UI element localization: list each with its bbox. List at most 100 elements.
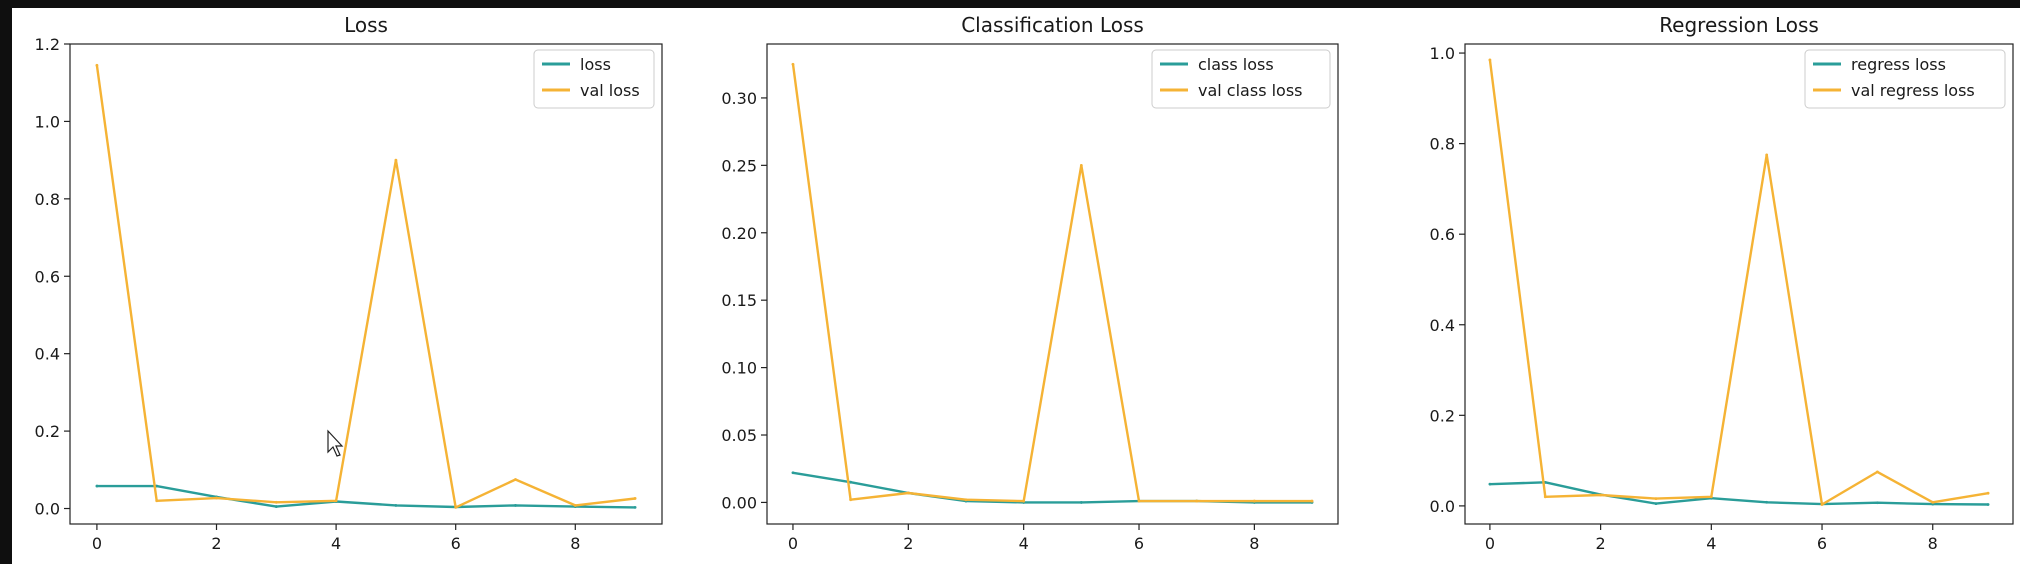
data-point: [95, 63, 99, 67]
data-point: [1765, 500, 1769, 504]
legend: regress loss val regress loss: [1804, 49, 2006, 109]
legend-label: val loss: [580, 81, 640, 100]
data-point: [633, 497, 637, 500]
data-point: [394, 504, 398, 507]
y-tick-label: 0.25: [721, 156, 757, 175]
data-point: [454, 505, 458, 509]
series-line-1: [1489, 481, 1989, 506]
legend-label: val class loss: [1198, 81, 1303, 100]
data-point: [1252, 499, 1256, 503]
series-line-2: [1488, 59, 1989, 506]
data-point: [274, 500, 278, 504]
data-point: [1488, 482, 1492, 486]
y-tick-label: 0.20: [721, 224, 757, 243]
legend-label: val regress loss: [1851, 81, 1975, 100]
chart-3: Regression Loss 0.0 0.2 0.4 0.6 0.8 1.0 0 2 4 6 8 re…: [1430, 13, 2014, 553]
legend-label: regress loss: [1851, 55, 1946, 74]
legend: loss val loss: [533, 49, 655, 109]
x-tick-label: 8: [1249, 534, 1259, 553]
x-tick-label: 4: [1706, 534, 1716, 553]
plot-area: [766, 43, 1339, 525]
chart-title: Loss: [344, 13, 388, 37]
series-line-2: [95, 65, 636, 509]
chart-title: Regression Loss: [1659, 13, 1819, 37]
data-point: [1310, 499, 1314, 503]
y-tick-label: 0.2: [1430, 406, 1455, 425]
x-tick-label: 8: [570, 534, 580, 553]
y-tick-label: 1.0: [35, 112, 60, 131]
x-tick-label: 6: [451, 534, 461, 553]
data-point: [1079, 501, 1083, 504]
legend-label: class loss: [1198, 55, 1274, 74]
x-tick-label: 6: [1817, 534, 1827, 553]
y-tick-label: 0.4: [1430, 316, 1455, 335]
x-tick-label: 4: [331, 534, 341, 553]
data-point: [1599, 493, 1603, 497]
x-tick-label: 8: [1928, 534, 1938, 553]
data-point: [1488, 58, 1492, 62]
data-point: [1137, 499, 1141, 503]
x-tick-label: 2: [1596, 534, 1606, 553]
y-tick-label: 0.30: [721, 89, 757, 108]
y-tick-label: 0.05: [721, 426, 757, 445]
data-point: [1022, 499, 1026, 503]
y-tick-label: 0.00: [721, 493, 757, 512]
y-tick-label: 0.6: [35, 267, 60, 286]
data-point: [1875, 501, 1879, 505]
mouse-cursor-icon: [327, 429, 344, 457]
data-point: [633, 505, 637, 509]
data-point: [1875, 470, 1879, 474]
chart-2: Classification Loss 0.00 0.05 0.10 0.15 0.20 0…: [721, 13, 1339, 553]
data-point: [906, 491, 910, 495]
plot-area: [69, 43, 663, 525]
data-point: [849, 498, 853, 502]
data-point: [155, 499, 159, 503]
data-point: [274, 505, 278, 508]
data-point: [215, 496, 218, 500]
data-point: [573, 504, 577, 507]
y-tick-label: 1.0: [1430, 44, 1455, 63]
legend: class loss val class loss: [1151, 49, 1331, 109]
data-point: [1654, 502, 1658, 506]
y-tick-label: 0.10: [721, 359, 757, 378]
data-point: [95, 484, 99, 488]
y-tick-label: 0.2: [35, 422, 60, 441]
y-tick-label: 0.0: [35, 500, 60, 519]
x-tick-label: 0: [788, 534, 798, 553]
data-point: [849, 480, 853, 484]
data-point: [514, 504, 517, 507]
x-tick-label: 6: [1134, 534, 1144, 553]
y-tick-label: 0.15: [721, 291, 757, 310]
x-tick-label: 4: [1019, 534, 1029, 553]
plot-area: [1464, 43, 2014, 525]
y-tick-label: 0.6: [1430, 225, 1455, 244]
data-point: [1986, 503, 1990, 506]
data-point: [514, 478, 517, 481]
x-tick-label: 0: [92, 534, 102, 553]
data-point: [1820, 503, 1824, 506]
series-line-1: [96, 484, 636, 509]
data-point: [1765, 153, 1769, 157]
x-tick-label: 2: [903, 534, 913, 553]
legend-label: loss: [580, 55, 611, 74]
chart-title: Classification Loss: [961, 13, 1144, 37]
data-point: [1079, 163, 1083, 167]
data-point: [1986, 491, 1990, 495]
series-line-2: [791, 64, 1312, 503]
y-tick-label: 0.8: [35, 190, 60, 209]
legend-box: [1804, 49, 2006, 109]
y-tick-label: 0.0: [1430, 497, 1455, 516]
data-point: [1654, 497, 1658, 501]
data-point: [791, 471, 795, 475]
data-point: [1931, 500, 1935, 504]
legend-box: [1151, 49, 1331, 109]
x-tick-label: 0: [1485, 534, 1495, 553]
y-tick-label: 0.4: [35, 345, 60, 364]
data-point: [964, 498, 968, 502]
data-point: [1543, 495, 1547, 499]
y-tick-label: 0.8: [1430, 135, 1455, 154]
x-tick-label: 2: [211, 534, 221, 553]
data-point: [334, 499, 338, 503]
data-point: [394, 158, 398, 162]
